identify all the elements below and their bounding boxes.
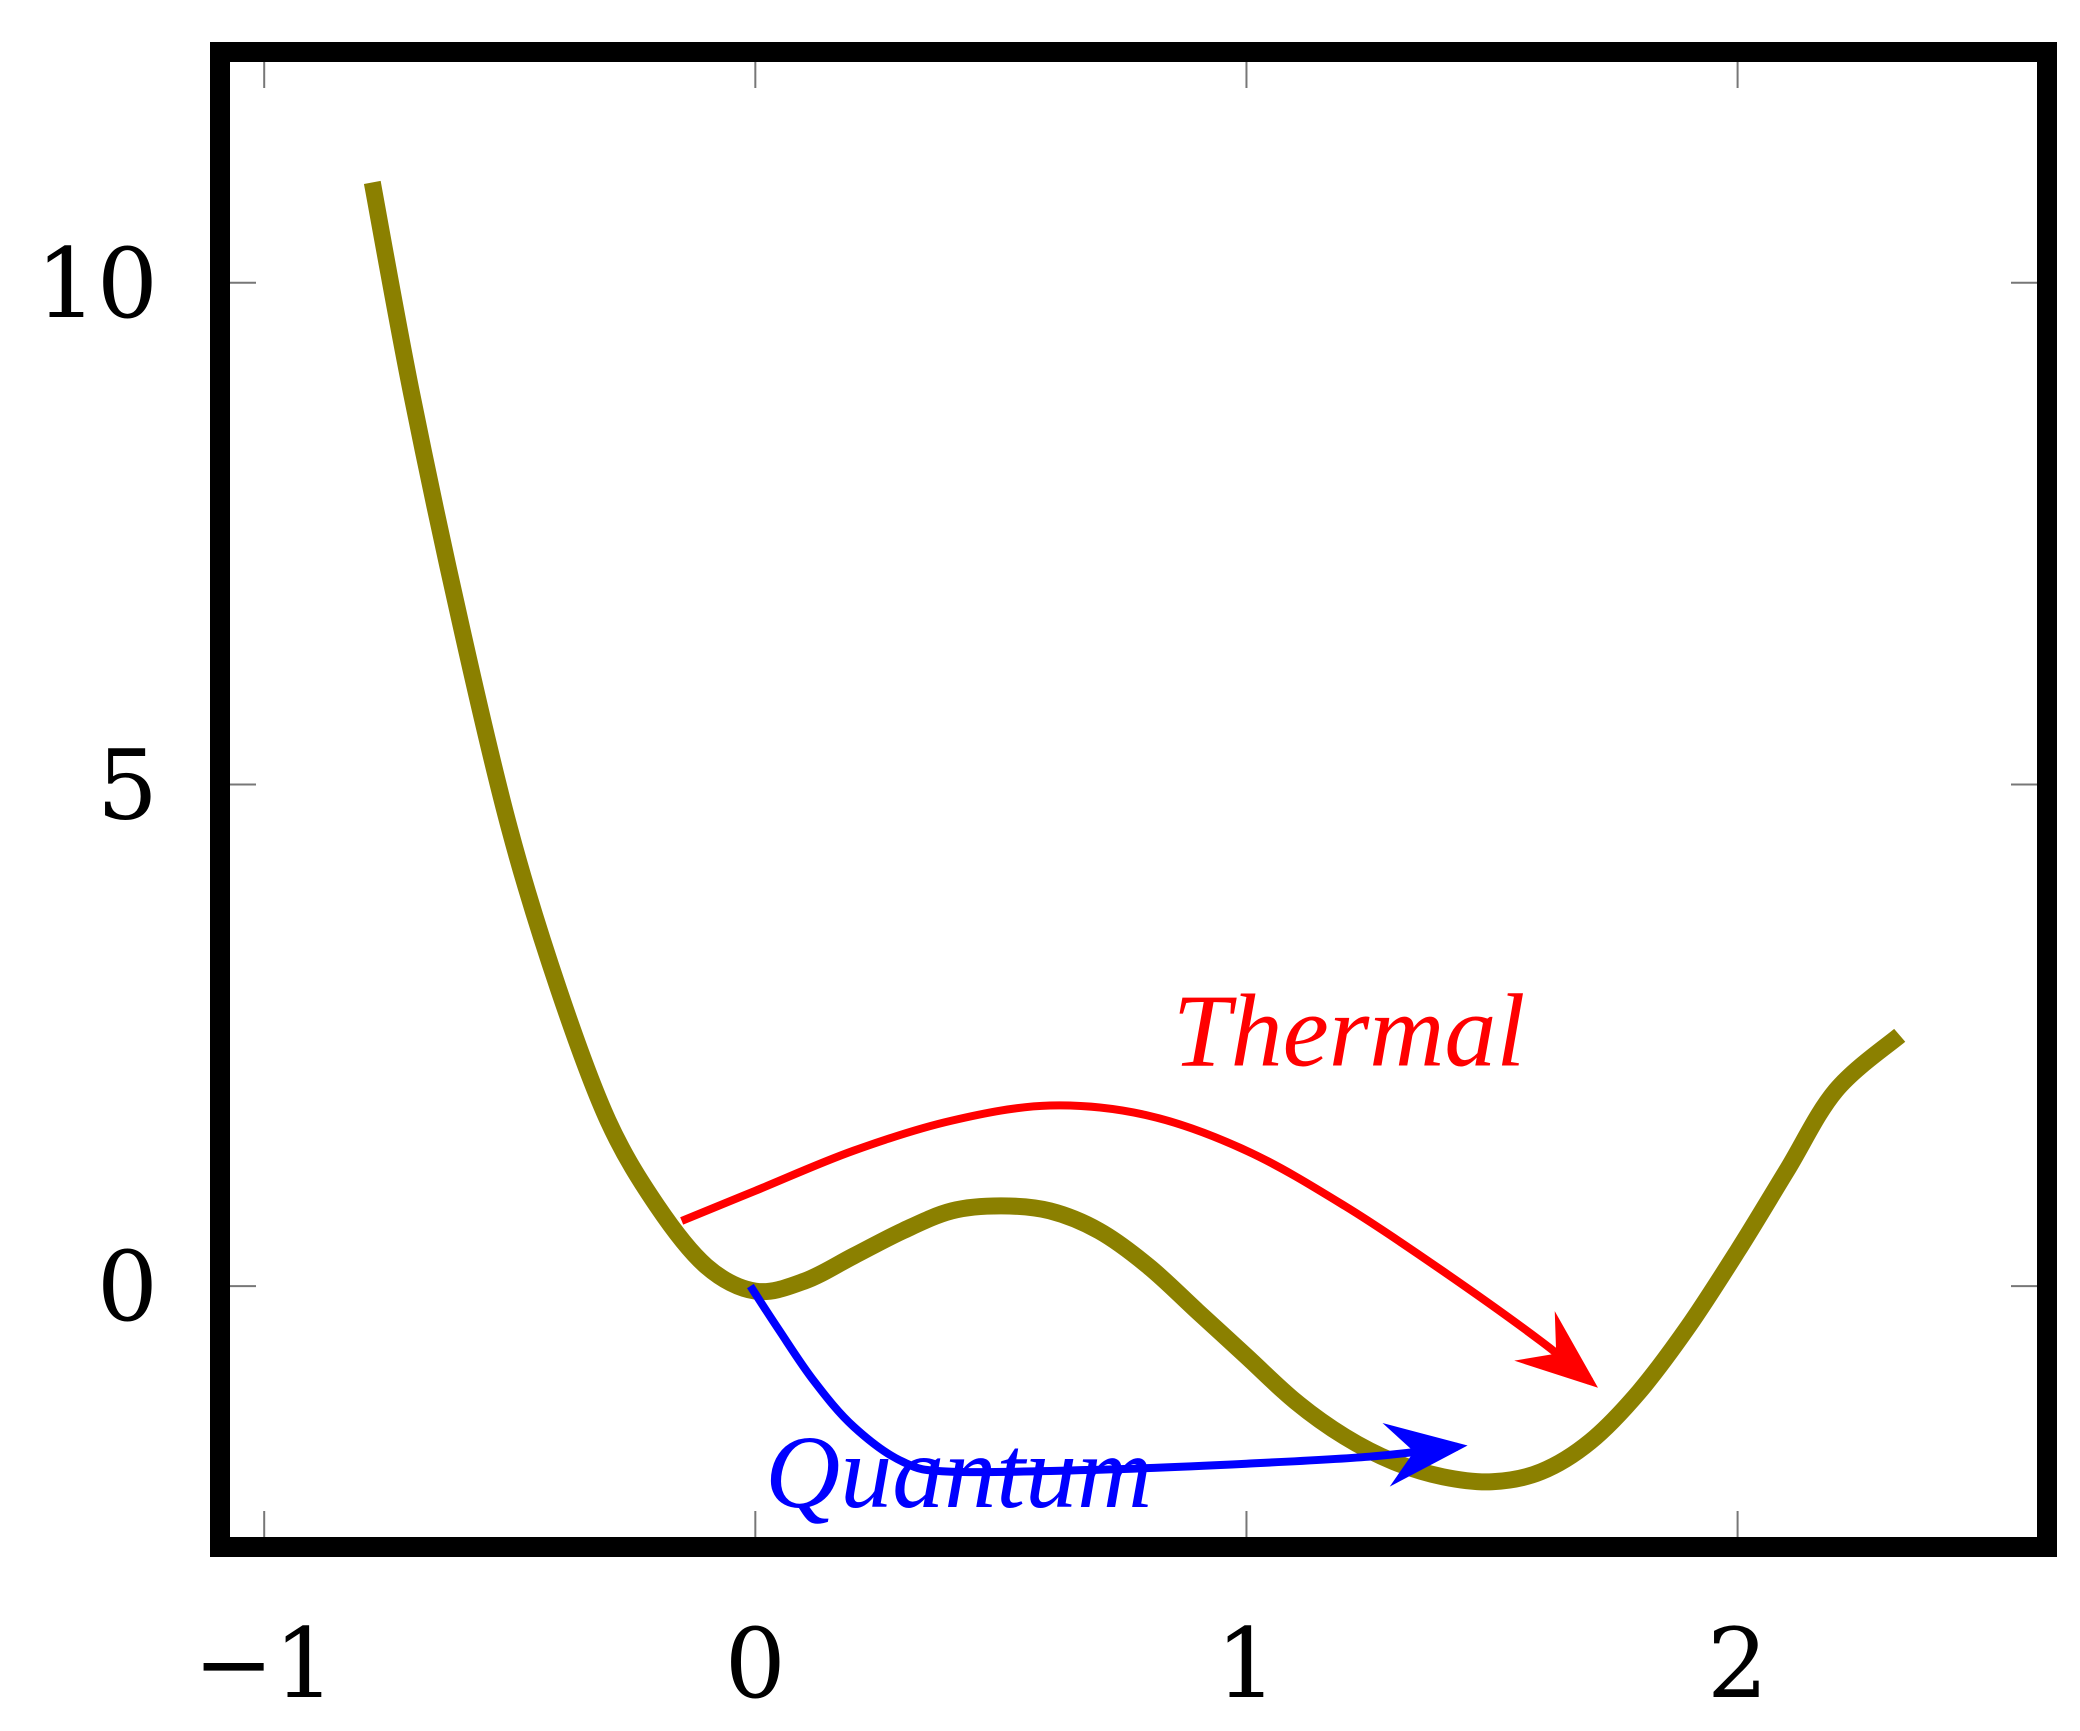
x-tick-label: 0 <box>725 1608 786 1720</box>
thermal-arrow-path <box>680 1101 1593 1385</box>
tick-labels: −1 0 1 2 0 5 10 <box>36 228 1768 1720</box>
annotation-layer: Thermal Quantum <box>680 973 1598 1530</box>
y-tick-label: 0 <box>97 1231 158 1343</box>
y-tick-label: 5 <box>97 729 158 841</box>
thermal-arrowhead <box>1514 1311 1598 1388</box>
x-tick-label: 1 <box>1216 1608 1277 1720</box>
quantum-arrowhead <box>1382 1422 1468 1487</box>
quantum-arrow-path <box>747 1283 1459 1477</box>
series-layer <box>363 180 1906 1491</box>
x-tick-label: 2 <box>1707 1608 1768 1720</box>
x-tick-label: −1 <box>193 1608 335 1720</box>
plot-frame <box>210 42 2057 1557</box>
y-tick-label: 10 <box>36 228 158 340</box>
thermal-label: Thermal <box>1173 973 1525 1088</box>
quantum-label: Quantum <box>765 1415 1152 1530</box>
potential-curve <box>363 180 1906 1491</box>
